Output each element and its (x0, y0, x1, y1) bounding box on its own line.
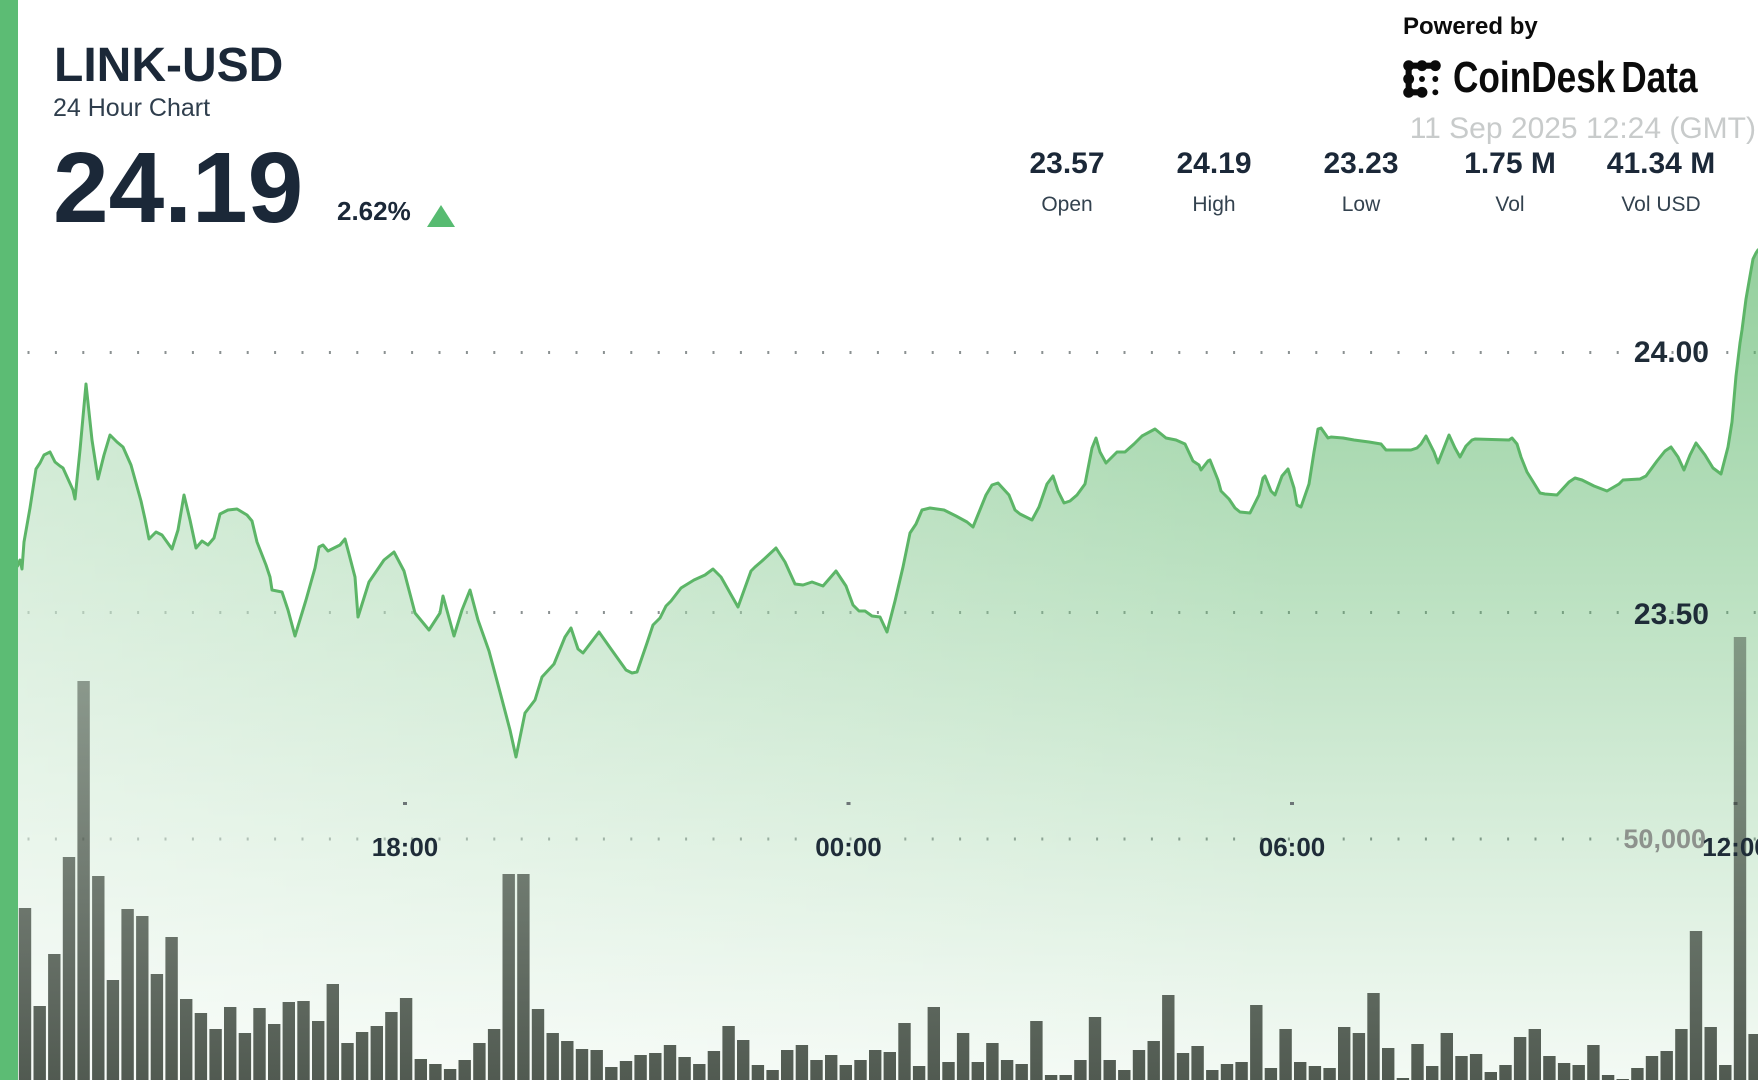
svg-text:50,000: 50,000 (1623, 824, 1706, 854)
svg-text:23.50: 23.50 (1634, 598, 1709, 631)
svg-text:00:00: 00:00 (815, 832, 882, 862)
svg-text:12:00: 12:00 (1702, 832, 1758, 862)
svg-text:18:00: 18:00 (372, 832, 439, 862)
svg-text:06:00: 06:00 (1259, 832, 1326, 862)
svg-text:24.00: 24.00 (1634, 336, 1709, 369)
